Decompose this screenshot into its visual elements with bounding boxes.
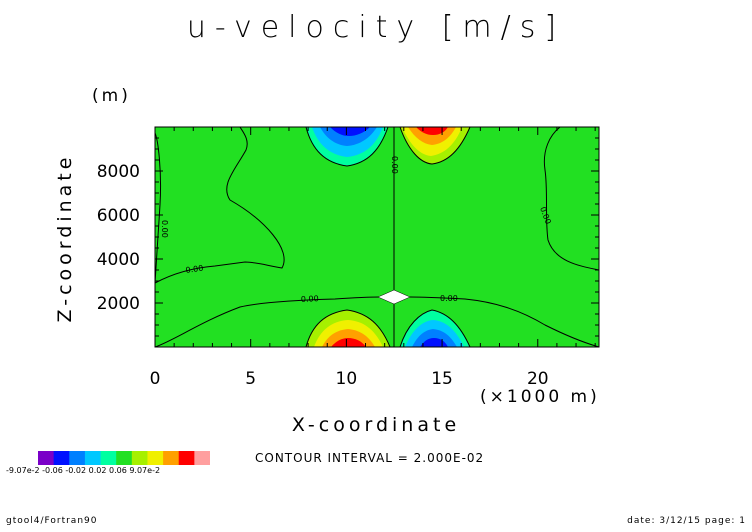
contour-label: 0.00 bbox=[440, 294, 458, 303]
contour-lines bbox=[155, 127, 599, 347]
zero-contour-left-edge bbox=[155, 132, 162, 284]
contour-top-negative-core bbox=[330, 127, 370, 136]
colorbar-swatch bbox=[178, 451, 195, 465]
colorbar-swatch bbox=[131, 451, 148, 465]
contour-label: 0.00 bbox=[160, 220, 169, 238]
x-axis-label: X-coordinate bbox=[291, 414, 461, 436]
x-tick-label: 15 bbox=[431, 369, 453, 389]
contour-bottom-negative-inner bbox=[412, 329, 457, 347]
colorbar-swatch bbox=[147, 451, 164, 465]
chart-title: u-velocity [m/s] bbox=[186, 10, 566, 45]
tick-marks bbox=[154, 126, 599, 348]
x-tick-label: 0 bbox=[150, 369, 161, 389]
colorbar-swatch bbox=[38, 451, 55, 465]
contour-bottom-negative-outline bbox=[399, 309, 471, 347]
tick-labels: 0 5 10 15 20 2000 4000 6000 8000 bbox=[97, 162, 549, 389]
y-tick-label: 2000 bbox=[97, 294, 140, 314]
zero-contour-right bbox=[543, 127, 599, 271]
x-tick-label: 10 bbox=[336, 369, 358, 389]
colorbar-swatch bbox=[69, 451, 86, 465]
y-tick-label: 8000 bbox=[97, 162, 140, 182]
contour-label: 0.00 bbox=[185, 264, 204, 275]
colorbar-labels: -9.07e-2 -0.06 -0.02 0.02 0.06 9.07e-2 bbox=[6, 466, 161, 475]
colorbar bbox=[38, 451, 210, 465]
zero-contour-mid-right bbox=[409, 296, 599, 347]
x-tick-label: 5 bbox=[245, 369, 256, 389]
contour-interval-note: CONTOUR INTERVAL = 2.000E-02 bbox=[255, 451, 485, 465]
contour-top-positive-core bbox=[416, 127, 448, 135]
colorbar-swatch bbox=[194, 451, 210, 465]
colorbar-swatch bbox=[163, 451, 180, 465]
y-axis-unit: (m) bbox=[92, 86, 131, 106]
y-tick-label: 4000 bbox=[97, 250, 140, 270]
contour-bottom-positive-core bbox=[331, 338, 366, 347]
colorbar-swatch bbox=[84, 451, 102, 465]
y-tick-label: 6000 bbox=[97, 206, 140, 226]
contour-bottom-negative-core bbox=[420, 338, 448, 347]
zero-contour-left bbox=[155, 127, 285, 284]
field-background bbox=[155, 127, 599, 347]
filled-contours bbox=[306, 127, 470, 347]
footer-software-label: gtool4/Fortran90 bbox=[6, 516, 98, 526]
contour-bottom-positive-outline bbox=[305, 309, 391, 347]
zero-contour-mid-left bbox=[155, 296, 381, 347]
footer-date-page: date: 3/12/15 page: 1 bbox=[627, 516, 746, 526]
contour-top-negative-outline bbox=[305, 127, 389, 167]
contour-label: 0.00 bbox=[301, 294, 319, 304]
colorbar-swatch bbox=[116, 451, 133, 465]
x-axis-unit: (×1000 m) bbox=[480, 387, 600, 407]
contour-top-positive-outline bbox=[399, 127, 471, 165]
missing-data-diamond bbox=[377, 289, 411, 305]
x-tick-label: 20 bbox=[527, 369, 549, 389]
colorbar-swatch bbox=[100, 451, 117, 465]
colorbar-swatch bbox=[53, 451, 70, 465]
contour-label: 0.00 bbox=[390, 156, 399, 174]
